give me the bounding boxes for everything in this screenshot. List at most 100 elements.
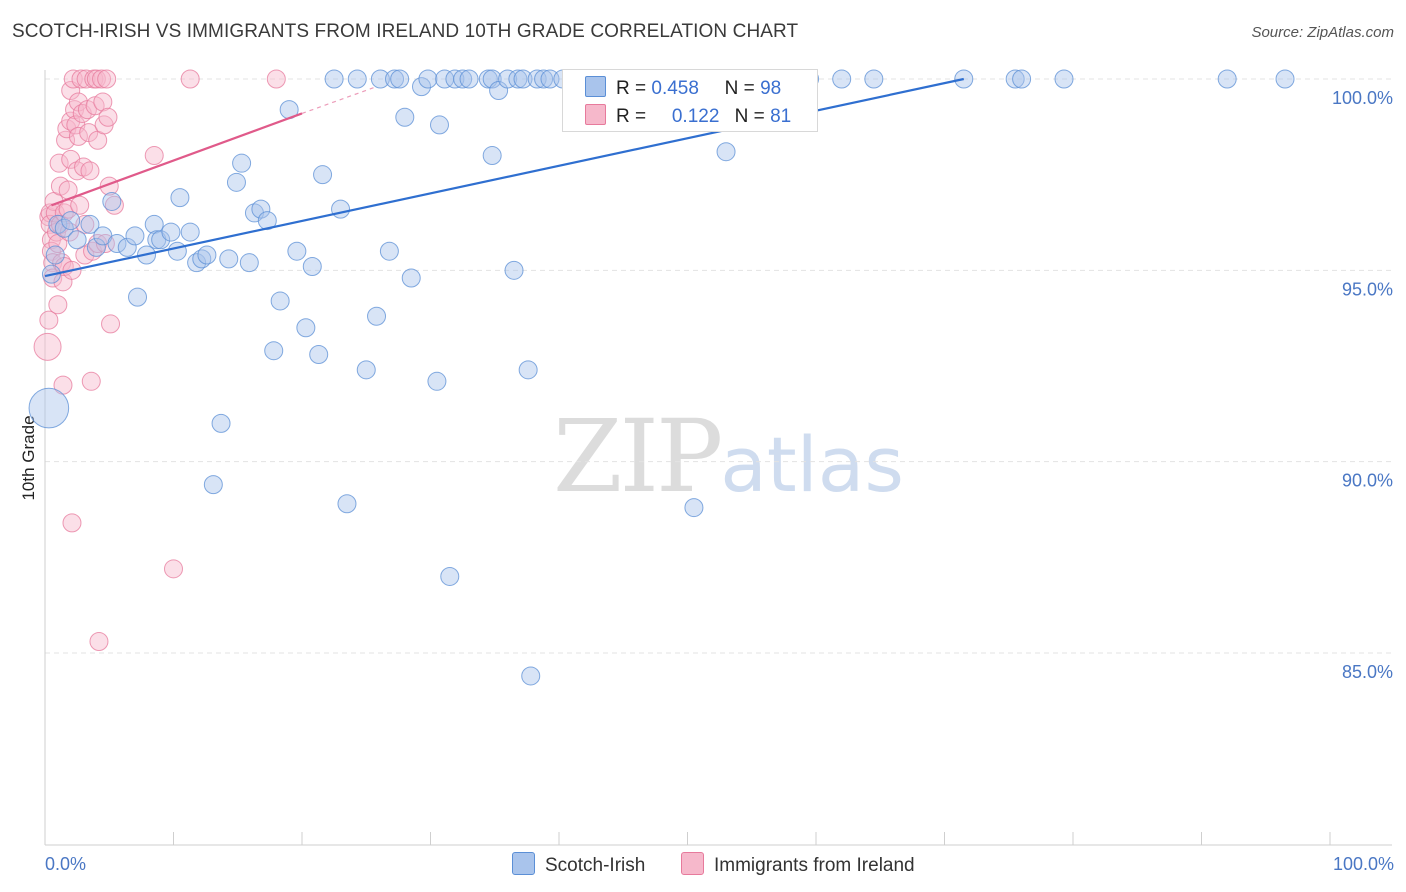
- legend-n-label: N =: [734, 106, 765, 127]
- scotch-irish-point: [832, 69, 852, 89]
- legend-n-value: 81: [770, 106, 792, 127]
- immigrants-ireland-point: [86, 69, 106, 89]
- x-tick-label-max: 100.0%: [1333, 854, 1394, 874]
- immigrants-ireland-point: [39, 310, 59, 330]
- scotch-irish-point: [309, 345, 329, 365]
- immigrants-ireland-point: [101, 314, 121, 334]
- legend-r-label: R =: [616, 78, 647, 99]
- correlation-legend: R = 0.458 N = 98 R = 0.122 N = 81: [562, 69, 818, 132]
- scotch-irish-point: [508, 69, 528, 89]
- scotch-irish-point: [370, 69, 390, 89]
- scotch-irish-point: [128, 287, 148, 307]
- immigrants-ireland-point: [33, 332, 62, 361]
- immigrants-ireland-point: [89, 632, 109, 652]
- scotch-irish-point: [324, 69, 344, 89]
- scotch-irish-point: [1005, 69, 1025, 89]
- bottom-legend-swatch-blue: [512, 852, 535, 875]
- immigrants-ireland-point: [180, 69, 200, 89]
- legend-n-value: 98: [760, 78, 782, 99]
- scotch-irish-point: [534, 69, 554, 89]
- scotch-irish-point: [498, 69, 518, 89]
- chart-title: SCOTCH-IRISH VS IMMIGRANTS FROM IRELAND …: [12, 21, 799, 42]
- immigrants-ireland-point: [81, 371, 101, 391]
- scotch-irish-point: [203, 475, 223, 495]
- scotch-irish-point: [440, 566, 460, 586]
- watermark-atlas: atlas: [720, 420, 904, 509]
- immigrants-ireland-point: [75, 214, 95, 234]
- scotch-irish-point: [379, 241, 399, 261]
- scotch-irish-point: [264, 341, 284, 361]
- scotch-irish-point: [102, 191, 122, 211]
- scotch-irish-point: [482, 146, 502, 166]
- x-axis-ticks: [44, 832, 1331, 845]
- axes: [44, 70, 1392, 846]
- scotch-irish-point: [61, 211, 81, 231]
- source-credit: Source: ZipAtlas.com: [1251, 24, 1394, 41]
- immigrants-ireland-point: [62, 513, 82, 533]
- y-axis-tick-labels: 85.0% 90.0% 95.0% 100.0%: [1332, 88, 1393, 682]
- immigrants-ireland-point: [92, 69, 112, 89]
- scotch-irish-point: [337, 494, 357, 514]
- scotch-irish-point: [302, 257, 322, 277]
- scotch-irish-point: [412, 77, 432, 97]
- bottom-legend-scotch-irish: Scotch-Irish: [512, 852, 645, 877]
- scotch-irish-point: [864, 69, 884, 89]
- scotch-irish-point: [197, 245, 217, 265]
- scotch-irish-point: [331, 199, 351, 219]
- scotch-irish-point: [232, 153, 252, 173]
- legend-n-label: N =: [724, 78, 755, 99]
- scotch-irish-point: [716, 142, 736, 162]
- scotch-irish-point: [45, 245, 65, 265]
- y-tick-label-90: 90.0%: [1342, 471, 1393, 491]
- immigrants-ireland-point: [61, 111, 81, 131]
- scotch-irish-point: [504, 260, 524, 280]
- immigrants-ireland-point: [48, 295, 68, 315]
- scotch-irish-point: [226, 172, 246, 192]
- scotch-irish-point: [401, 268, 421, 288]
- scotch-irish-point: [521, 666, 541, 686]
- y-tick-label-85: 85.0%: [1342, 662, 1393, 682]
- scotch-irish-point: [296, 318, 316, 338]
- y-axis-label: 10th Grade: [19, 415, 38, 500]
- scotch-irish-point: [313, 165, 333, 185]
- immigrants-ireland-point: [54, 203, 74, 223]
- scotch-irish-point: [125, 226, 145, 246]
- scotch-irish-point: [86, 237, 106, 257]
- scotch-irish-point: [187, 253, 207, 273]
- zipatlas-watermark: ZIPatlas: [553, 398, 904, 515]
- series-scotch-irish: [28, 69, 1295, 686]
- scotch-irish-point: [356, 360, 376, 380]
- scotch-irish-point: [67, 230, 87, 250]
- legend-r-value: 0.122: [671, 106, 720, 127]
- scotch-irish-point: [385, 69, 405, 89]
- scotch-irish-point: [257, 211, 277, 231]
- legend-swatch-pink: [585, 104, 606, 125]
- scotch-irish-point: [287, 241, 307, 261]
- trend-line-immigrants-ireland: [51, 112, 303, 207]
- trend-lines: [44, 77, 965, 278]
- scotch-irish-point: [180, 222, 200, 242]
- watermark-zip: ZIP: [553, 398, 723, 515]
- legend-r-label: R =: [616, 106, 647, 127]
- scotch-irish-point: [1275, 69, 1295, 89]
- scotch-irish-point: [347, 69, 367, 89]
- scotch-irish-point: [453, 69, 473, 89]
- scotch-irish-point: [418, 69, 438, 89]
- scotch-irish-point: [28, 387, 70, 429]
- scotch-irish-point: [1217, 69, 1237, 89]
- scotch-irish-point: [1012, 69, 1032, 89]
- immigrants-ireland-point: [68, 126, 88, 146]
- immigrants-ireland-point: [80, 161, 100, 181]
- scotch-irish-point: [518, 360, 538, 380]
- bottom-legend-swatch-pink: [681, 852, 704, 875]
- scotch-irish-point: [211, 413, 231, 433]
- bottom-legend-label: Immigrants from Ireland: [714, 855, 915, 876]
- immigrants-ireland-point: [97, 69, 117, 89]
- y-tick-label-95: 95.0%: [1342, 279, 1393, 299]
- trend-line-immigrants-ireland-extension: [301, 86, 377, 115]
- scotch-irish-point: [167, 241, 187, 261]
- scotch-irish-point: [445, 69, 465, 89]
- immigrants-ireland-point: [70, 195, 90, 215]
- immigrants-ireland-point: [98, 107, 118, 127]
- scotch-irish-point: [390, 69, 410, 89]
